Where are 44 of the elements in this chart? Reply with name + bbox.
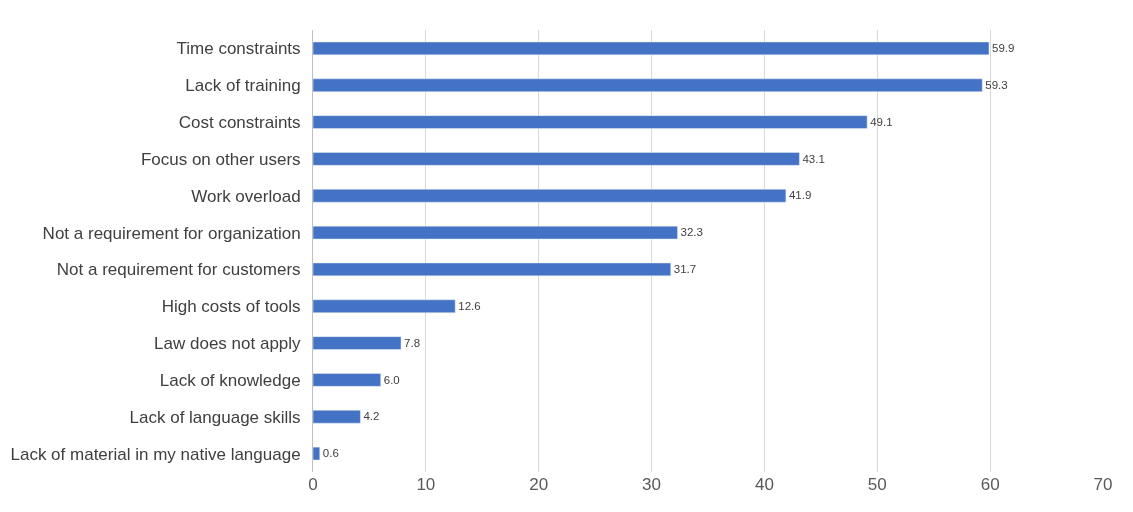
bar bbox=[313, 410, 361, 424]
bar bbox=[313, 41, 990, 56]
bar bbox=[313, 225, 678, 240]
data-label: 12.6 bbox=[458, 299, 481, 312]
y-tick-label: Time constraints bbox=[176, 39, 301, 59]
bar bbox=[313, 299, 456, 313]
y-tick-label: Not a requirement for customers bbox=[56, 260, 301, 280]
y-tick-label: Law does not apply bbox=[154, 334, 302, 354]
bar bbox=[313, 189, 787, 203]
x-tick-label: 70 bbox=[1093, 475, 1113, 494]
y-tick-label: Lack of language skills bbox=[129, 407, 301, 427]
bar bbox=[313, 115, 868, 129]
y-tick-label: Lack of knowledge bbox=[159, 370, 301, 390]
data-label: 59.3 bbox=[985, 78, 1008, 91]
y-tick-label: Lack of material in my native language bbox=[10, 444, 301, 464]
bar bbox=[313, 78, 983, 92]
y-tick-label: Focus on other users bbox=[140, 149, 301, 169]
x-tick-label: 30 bbox=[642, 475, 662, 494]
x-tick-label: 60 bbox=[980, 475, 1000, 494]
bar bbox=[313, 262, 672, 277]
bar bbox=[313, 446, 321, 461]
x-tick-label: 40 bbox=[754, 475, 774, 494]
x-tick-label: 50 bbox=[867, 475, 887, 494]
data-label: 32.3 bbox=[680, 226, 703, 239]
data-label: 41.9 bbox=[788, 189, 812, 202]
x-tick-label: 0 bbox=[308, 475, 318, 494]
y-tick-label: High costs of tools bbox=[161, 297, 301, 317]
data-label: 4.2 bbox=[363, 410, 380, 423]
data-label: 59.9 bbox=[992, 42, 1015, 55]
bar bbox=[313, 152, 800, 166]
data-label: 49.1 bbox=[870, 115, 893, 128]
y-tick-label: Not a requirement for organization bbox=[42, 223, 301, 243]
bar bbox=[313, 336, 402, 350]
y-tick-label: Work overload bbox=[191, 186, 301, 206]
data-label: 7.8 bbox=[404, 336, 421, 349]
data-label: 43.1 bbox=[802, 152, 825, 165]
bar bbox=[313, 373, 381, 387]
x-tick-label: 20 bbox=[529, 475, 549, 494]
data-label: 0.6 bbox=[322, 447, 339, 460]
data-label: 6.0 bbox=[383, 373, 400, 386]
data-label: 31.7 bbox=[673, 263, 697, 276]
y-tick-label: Cost constraints bbox=[178, 113, 301, 133]
x-tick-label: 10 bbox=[416, 475, 436, 494]
y-tick-label: Lack of training bbox=[185, 76, 301, 96]
